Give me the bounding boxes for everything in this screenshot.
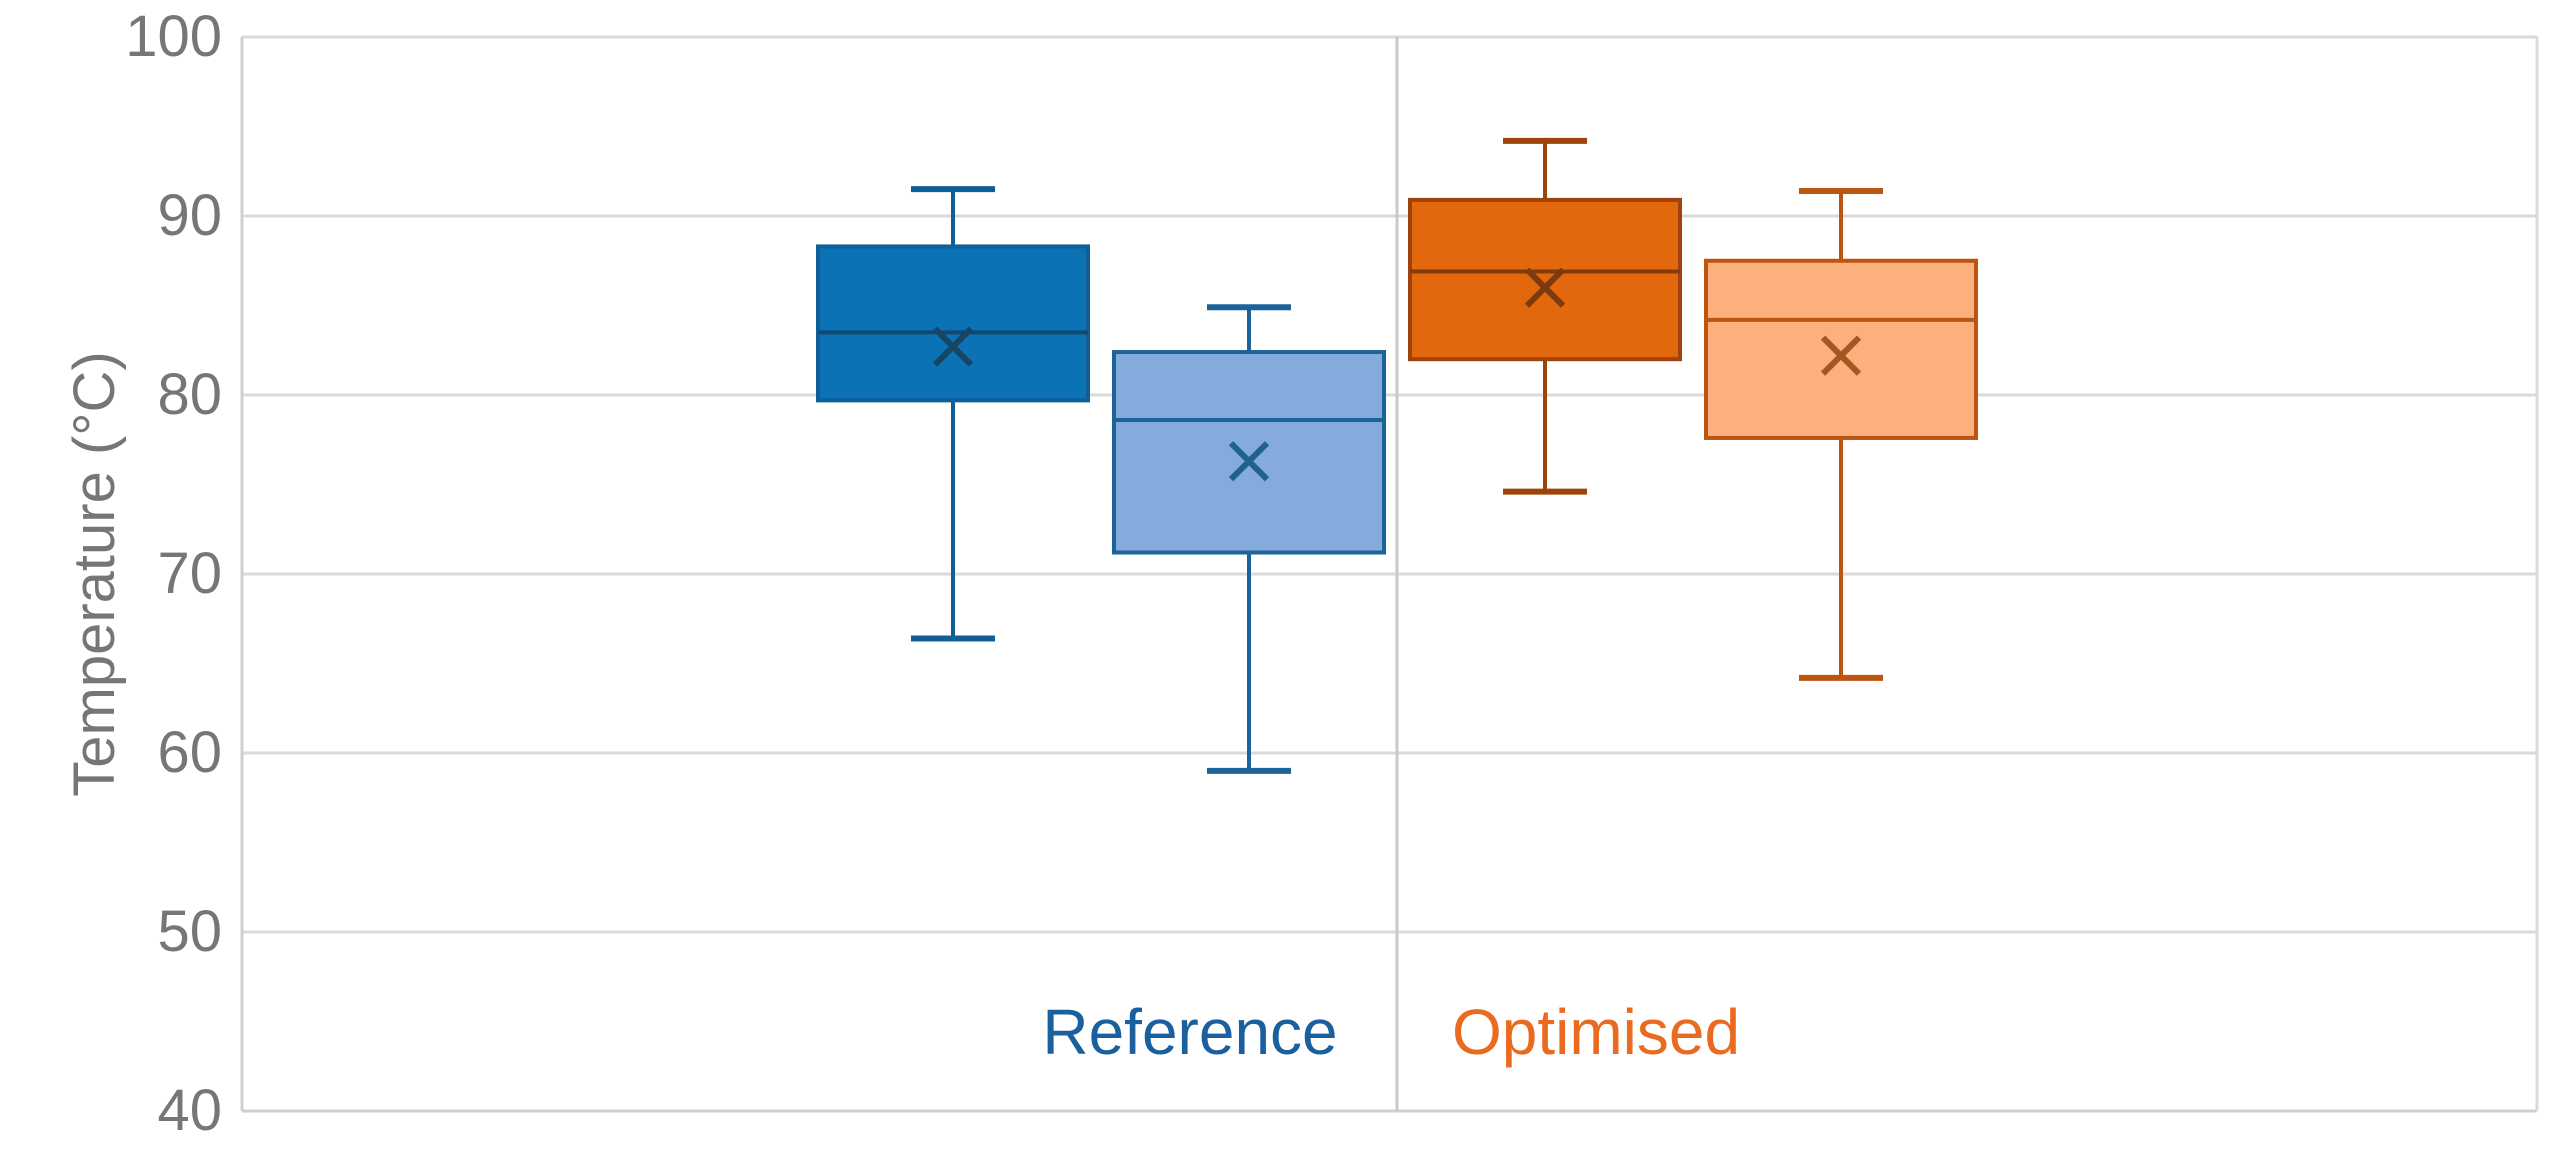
mean-marker xyxy=(1228,441,1270,482)
box-reference-box-1 xyxy=(816,244,1090,403)
y-tick-label-100: 100 xyxy=(125,4,222,69)
group-label-optimised: Optimised xyxy=(1451,996,1741,1068)
y-tick-label-90: 90 xyxy=(157,183,222,248)
y-tick-label-80: 80 xyxy=(157,362,222,427)
box-optimised-box-1 xyxy=(1408,197,1682,362)
mean-marker xyxy=(1524,267,1566,308)
mean-marker xyxy=(932,326,974,367)
group-label-reference: Reference xyxy=(1042,996,1338,1068)
y-tick-label-70: 70 xyxy=(157,541,222,606)
y-tick-label-40: 40 xyxy=(157,1078,222,1143)
y-tick-label-60: 60 xyxy=(157,720,222,785)
mean-marker xyxy=(1820,335,1862,376)
box-optimised-box-2 xyxy=(1704,258,1978,440)
y-tick-label-50: 50 xyxy=(157,899,222,964)
box-reference-box-2 xyxy=(1112,350,1386,555)
